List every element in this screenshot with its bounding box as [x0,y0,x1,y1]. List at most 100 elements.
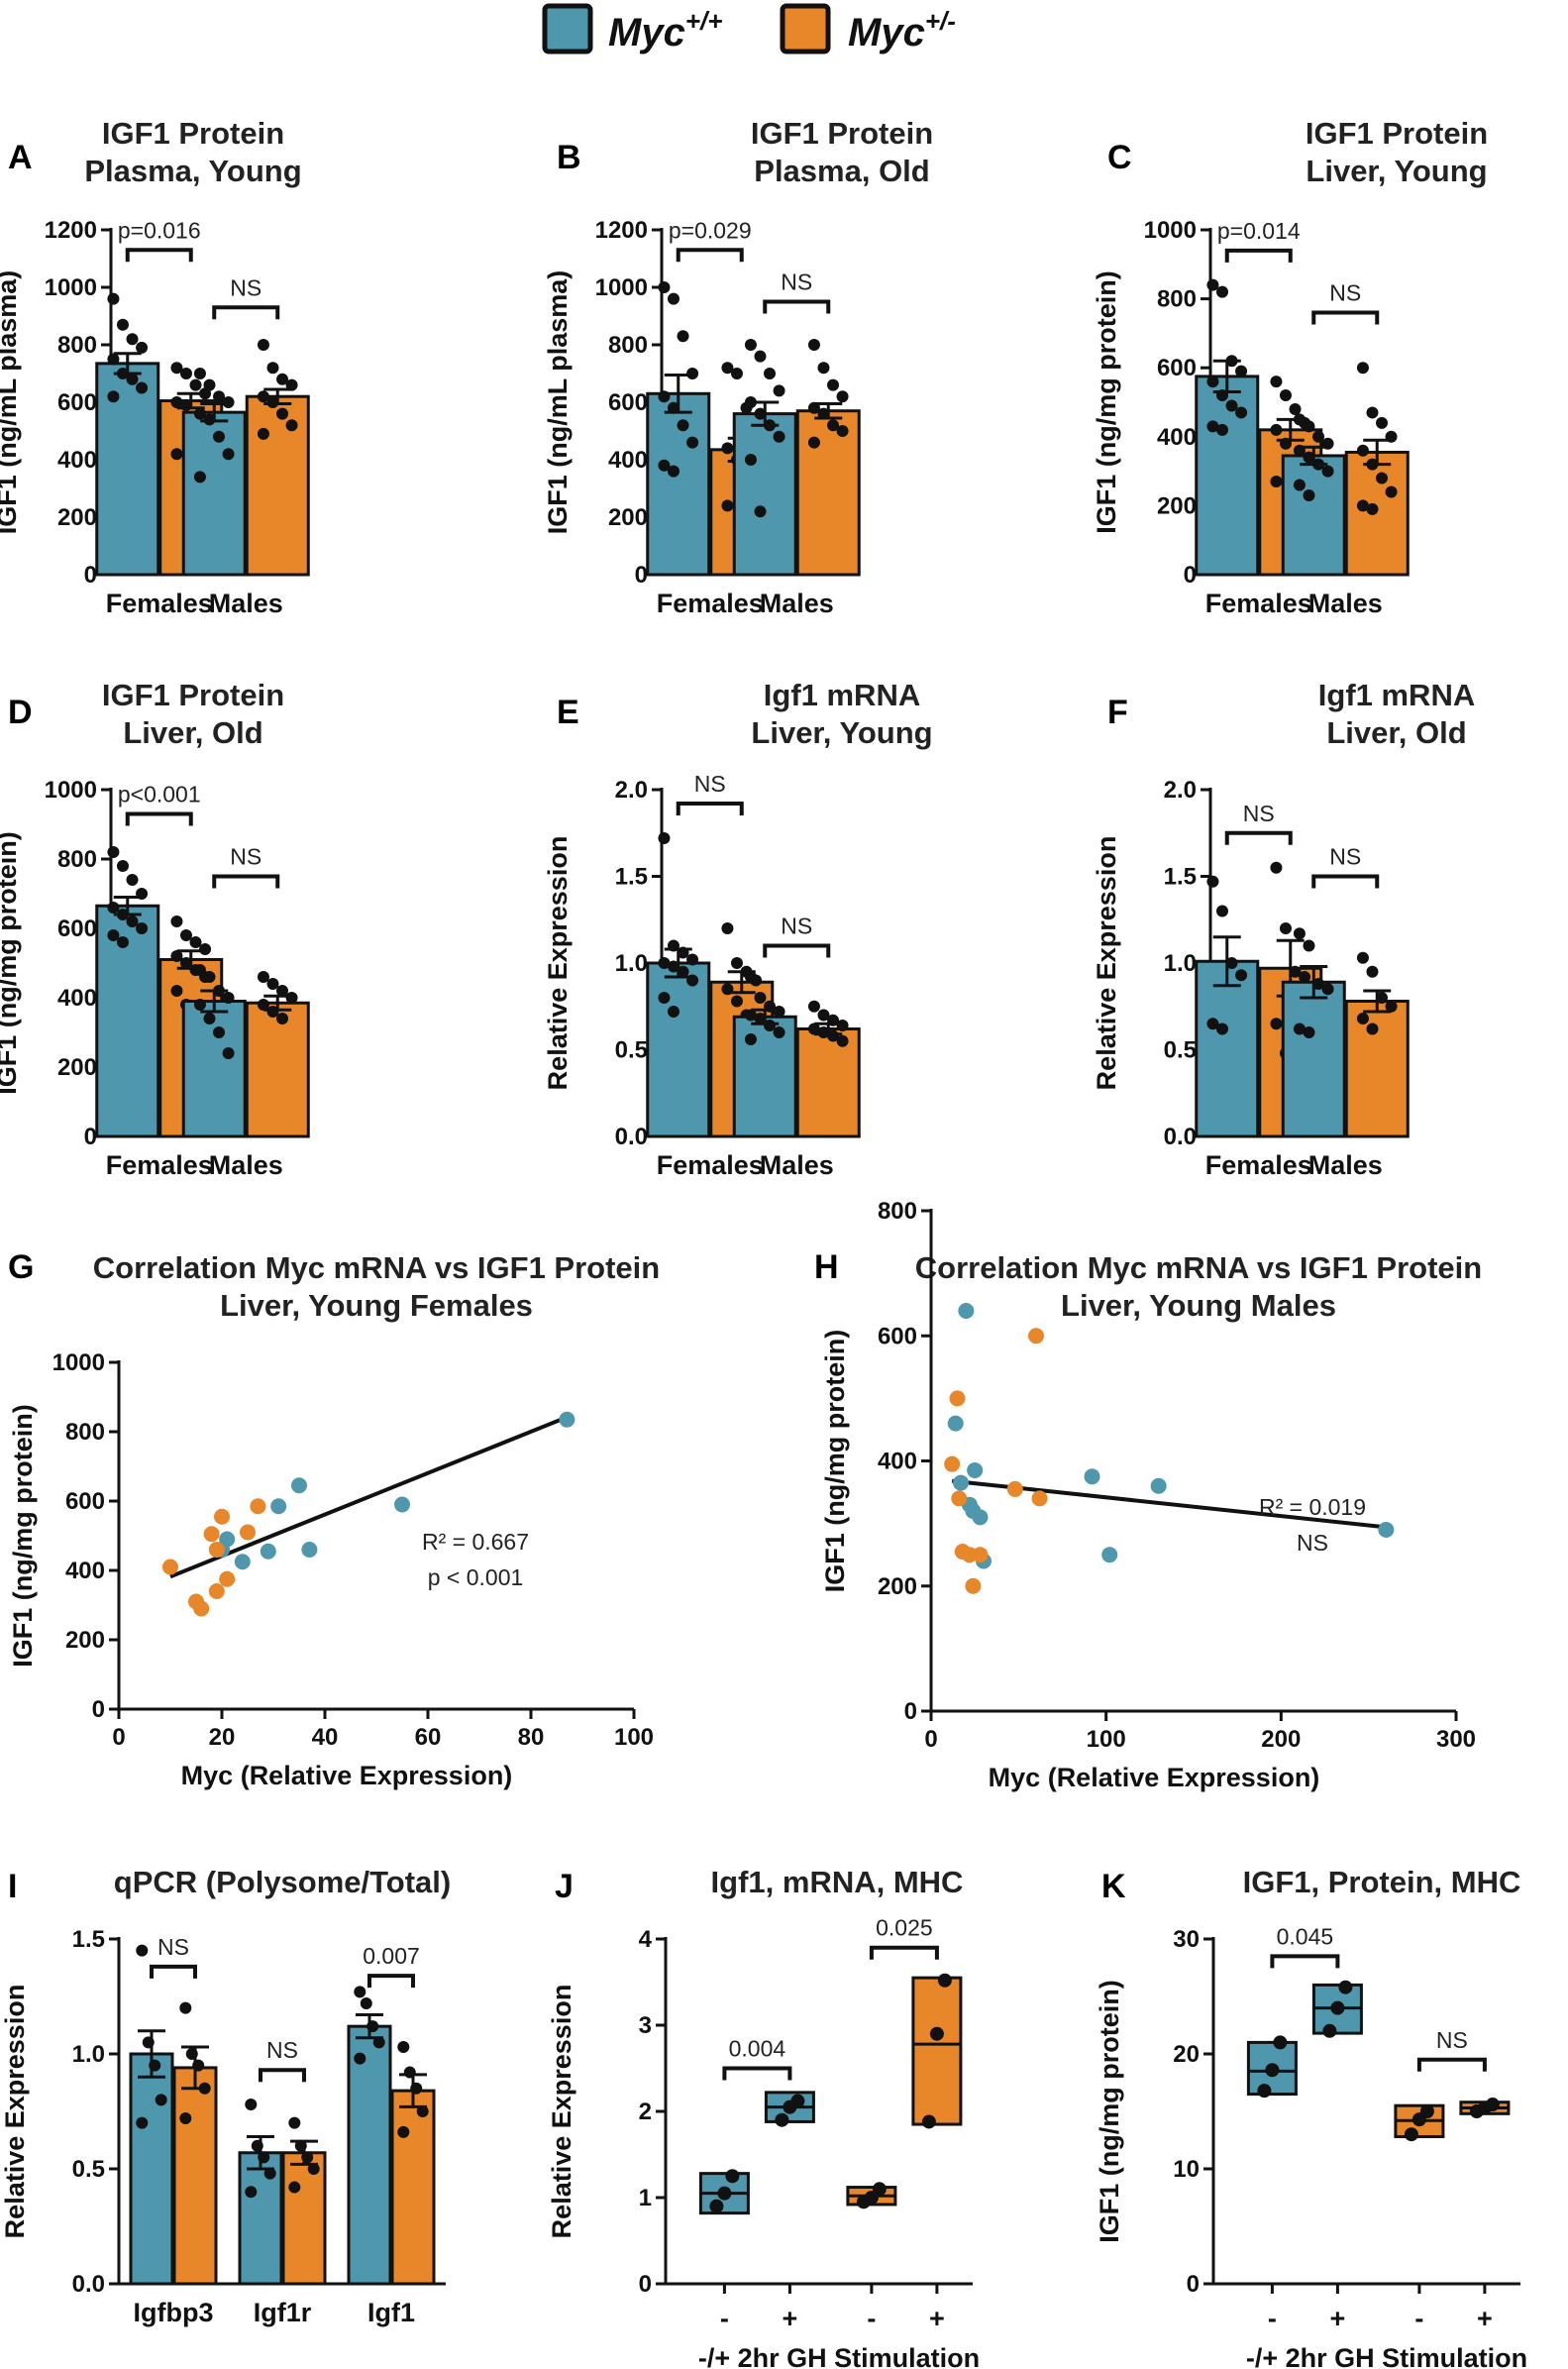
point-B-1-0-3 [773,384,785,397]
comparison-F-1-label: NS [1329,844,1361,870]
point-F-0-1-0 [1270,861,1283,874]
x-tick-label-G-1: 20 [209,1724,236,1751]
panel-letter-H: H [814,1248,839,1286]
bar-E-1-0 [732,1015,797,1138]
point-A-1-1-4 [257,390,269,403]
point-F-1-0-4 [1293,1023,1306,1035]
point-I-2-1-4 [397,2125,410,2138]
y-axis-label-J: Relative Expression [547,1985,576,2239]
point-C-0-0-3 [1235,365,1248,377]
point-B-1-1-8 [807,436,820,449]
box-J-3 [911,1976,963,2126]
stat-G-0: R² = 0.667 [422,1529,529,1555]
point-B-0-0-3 [686,368,699,379]
scatter-point-H-1-0 [1028,1328,1044,1345]
scatter-point-G-1-0 [162,1559,178,1575]
point-B-1-0-5 [754,407,767,420]
y-tick-label-A-2: 400 [57,447,97,474]
point-D-0-0-4 [107,902,120,914]
bar-I-1-1 [281,2151,327,2286]
point-C-1-0-4 [1293,444,1306,457]
point-C-0-1-0 [1270,376,1283,388]
x-tick-label-H-2: 200 [1261,1726,1301,1753]
comparison-I-1-bracket [259,2068,306,2083]
y-tick-label-G-0: 0 [92,1696,105,1723]
point-C-0-1-4 [1270,423,1283,436]
y-tick-label-F-0: 0.0 [1164,1124,1197,1150]
scatter-point-G-0-5 [260,1543,276,1560]
point-A-1-1-5 [266,396,279,408]
y-tick-label-A-1: 200 [57,504,97,531]
point-A-1-1-2 [276,373,289,385]
box-point-K-1-1 [1330,2000,1345,2015]
y-tick-label-H-2: 400 [878,1449,917,1475]
scatter-point-H-1-4 [1006,1480,1023,1497]
y-tick-label-K-2: 20 [1173,2041,1200,2068]
point-I-0-1-1 [185,2048,198,2060]
fit-line-G [169,1415,569,1579]
x-category-K-3: + [1477,2304,1493,2333]
point-A-1-0-1 [203,378,216,391]
point-B-1-0-6 [764,419,777,432]
panel-title-B-line-1: IGF1 Protein [751,116,933,151]
bar-I-2-0 [347,2024,392,2286]
x-category-D-1: Males [209,1150,283,1180]
point-E-0-0-8 [658,992,671,1004]
y-tick-label-B-1: 200 [608,504,648,531]
point-B-0-1-4 [721,442,734,455]
point-I-1-0-1 [251,2139,263,2152]
point-A-1-1-0 [257,339,269,351]
comparison-C-0-label: p=0.014 [1217,218,1301,244]
y-tick-label-G-2: 400 [65,1558,105,1584]
bar-I-0-1 [172,2066,218,2286]
point-E-0-0-0 [658,832,671,844]
panel-K: K IGF1, Protein, MHC 0 10 20 30 IGF1 (ng/mg pr… [1095,1865,1527,2369]
point-B-0-0-8 [658,459,671,472]
panel-title-D-line-2: Liver, Old [123,715,262,750]
point-E-0-0-4 [658,957,671,969]
point-B-0-0-7 [686,436,699,449]
point-F-1-0-3 [1321,983,1334,996]
scatter-point-G-1-9 [208,1583,225,1599]
point-E-1-1-0 [807,1000,820,1013]
scatter-point-H-0-8 [1150,1477,1167,1494]
point-I-0-1-4 [179,2111,192,2124]
scatter-point-H-1-9 [961,1547,978,1563]
point-B-0-0-6 [677,419,689,432]
y-tick-label-F-4: 2.0 [1164,777,1197,804]
bar-A-0-0 [95,362,160,577]
point-B-0-0-5 [667,401,679,414]
panel-title-H-line-2: Liver, Young Males [1061,1288,1336,1323]
scatter-point-G-1-3 [208,1542,225,1558]
point-I-2-0-4 [354,2052,366,2065]
panel-title-F-line-1: Igf1 mRNA [1318,678,1475,712]
box-point-J-0-2 [725,2169,740,2184]
comparison-C-0-bracket [1224,248,1293,263]
point-F-1-1-2 [1376,992,1389,1004]
y-tick-label-D-4: 800 [57,846,97,873]
point-I-1-0-3 [263,2167,276,2180]
x-tick-label-G-0: 0 [112,1724,125,1751]
x-tick-label-H-1: 100 [1087,1726,1126,1753]
y-tick-label-F-2: 1.0 [1164,950,1197,977]
point-E-0-0-5 [667,960,679,973]
x-category-J-0: - [720,2304,729,2333]
bar-I-0-0 [129,2052,174,2286]
x-category-J-1: + [783,2304,798,2333]
point-E-1-1-3 [836,1020,849,1031]
comparison-I-2-label: 0.007 [363,1943,420,1969]
y-tick-label-K-0: 0 [1187,2271,1200,2298]
scatter-point-H-0-2 [953,1474,970,1491]
point-D-1-1-4 [257,999,269,1011]
point-E-1-1-5 [817,1026,830,1038]
point-E-1-0-3 [773,1006,785,1018]
point-F-0-0-3 [1235,969,1248,982]
y-axis-label-G: IGF1 (ng/mg protein) [8,1404,38,1667]
point-E-1-0-8 [744,1033,757,1045]
point-A-1-1-8 [257,427,269,440]
point-A-0-1-2 [189,378,202,391]
point-A-0-1-8 [170,448,183,461]
y-axis-label-K: IGF1 (ng/mg protein) [1095,1980,1124,2242]
point-F-0-0-2 [1225,957,1238,969]
